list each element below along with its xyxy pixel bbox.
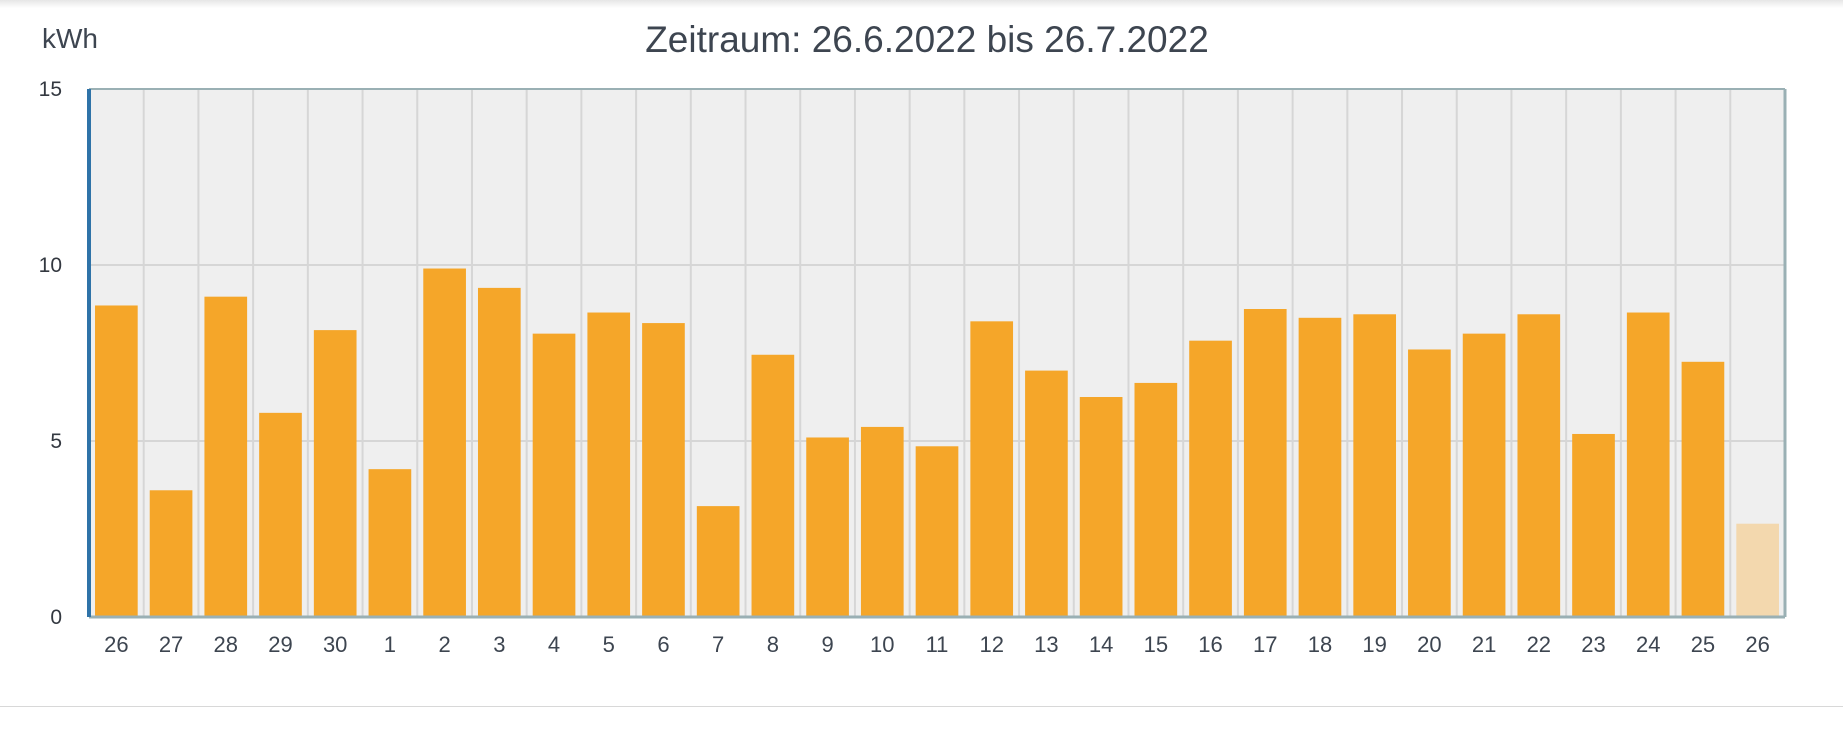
bottom-divider (0, 706, 1843, 707)
x-tick-label: 10 (870, 632, 894, 657)
y-tick-label: 0 (50, 606, 62, 629)
y-tick-label: 15 (39, 78, 62, 101)
bar-6 (423, 268, 466, 617)
bar-21 (1243, 309, 1287, 617)
x-tick-label: 4 (548, 632, 560, 657)
x-tick-label: 26 (104, 632, 128, 657)
bar-11 (696, 506, 740, 617)
bar-3 (259, 412, 302, 617)
bar-17 (1025, 370, 1068, 617)
x-tick-label: 1 (384, 632, 396, 657)
bar-10 (642, 323, 685, 617)
x-tick-label: 19 (1362, 632, 1386, 657)
bar-24 (1408, 349, 1451, 617)
x-tick-label: 25 (1691, 632, 1715, 657)
x-tick-label: 15 (1144, 632, 1168, 657)
x-tick-label: 22 (1527, 632, 1551, 657)
bar-20 (1189, 340, 1232, 617)
chart-title: Zeitraum: 26.6.2022 bis 26.7.2022 (645, 19, 1209, 60)
grid-lines (89, 89, 1785, 617)
top-shadow (0, 0, 1843, 8)
x-tick-label: 13 (1034, 632, 1058, 657)
bars (95, 268, 1779, 617)
x-tick-label: 28 (214, 632, 238, 657)
x-tick-label: 17 (1253, 632, 1277, 657)
x-tick-label: 2 (438, 632, 450, 657)
x-tick-label: 6 (657, 632, 669, 657)
bar-12 (751, 354, 795, 617)
x-tick-label: 12 (979, 632, 1003, 657)
bar-15 (915, 446, 959, 617)
x-tick-label: 3 (493, 632, 505, 657)
x-tick-label: 18 (1308, 632, 1332, 657)
x-tick-label: 26 (1745, 632, 1769, 657)
x-tick-label: 11 (926, 632, 949, 657)
bar-0 (95, 305, 138, 617)
x-tick-label: 27 (159, 632, 183, 657)
y-tick-labels: 0 5 10 15 (39, 78, 62, 629)
x-tick-label: 7 (712, 632, 724, 657)
bar-18 (1079, 397, 1123, 617)
x-tick-label: 8 (767, 632, 779, 657)
bar-23 (1353, 314, 1397, 617)
bar-9 (587, 312, 631, 617)
bar-7 (477, 287, 521, 617)
x-tick-label: 16 (1198, 632, 1222, 657)
x-tick-labels: 26 27 28 29 30 1 2 3 4 5 6 7 8 9 10 11 12 13 14 15 16 17 18 19 2… (104, 632, 1770, 657)
bar-29 (1681, 361, 1725, 617)
y-axis-unit-label: kWh (42, 23, 98, 54)
bar-2 (204, 296, 248, 617)
bar-30 (1736, 523, 1779, 617)
y-tick-label: 5 (50, 430, 62, 453)
bar-19 (1134, 382, 1178, 617)
bar-1 (149, 490, 193, 617)
x-tick-label: 20 (1417, 632, 1441, 657)
bar-16 (970, 321, 1014, 617)
bar-4 (313, 330, 357, 617)
x-tick-label: 29 (268, 632, 292, 657)
bar-27 (1572, 433, 1615, 617)
bar-28 (1626, 312, 1670, 617)
x-tick-label: 14 (1089, 632, 1113, 657)
bar-13 (806, 437, 849, 617)
bar-8 (532, 333, 576, 617)
x-tick-label: 5 (603, 632, 615, 657)
bar-26 (1517, 314, 1561, 617)
x-tick-label: 23 (1581, 632, 1605, 657)
x-tick-label: 21 (1472, 632, 1496, 657)
x-tick-label: 24 (1636, 632, 1660, 657)
bar-22 (1298, 317, 1342, 617)
bar-25 (1462, 333, 1506, 617)
x-tick-label: 9 (821, 632, 833, 657)
y-tick-label: 10 (39, 254, 62, 277)
x-tick-label: 30 (323, 632, 347, 657)
bar-14 (860, 426, 904, 617)
plot-frame (87, 88, 1787, 619)
bar-5 (368, 469, 412, 617)
